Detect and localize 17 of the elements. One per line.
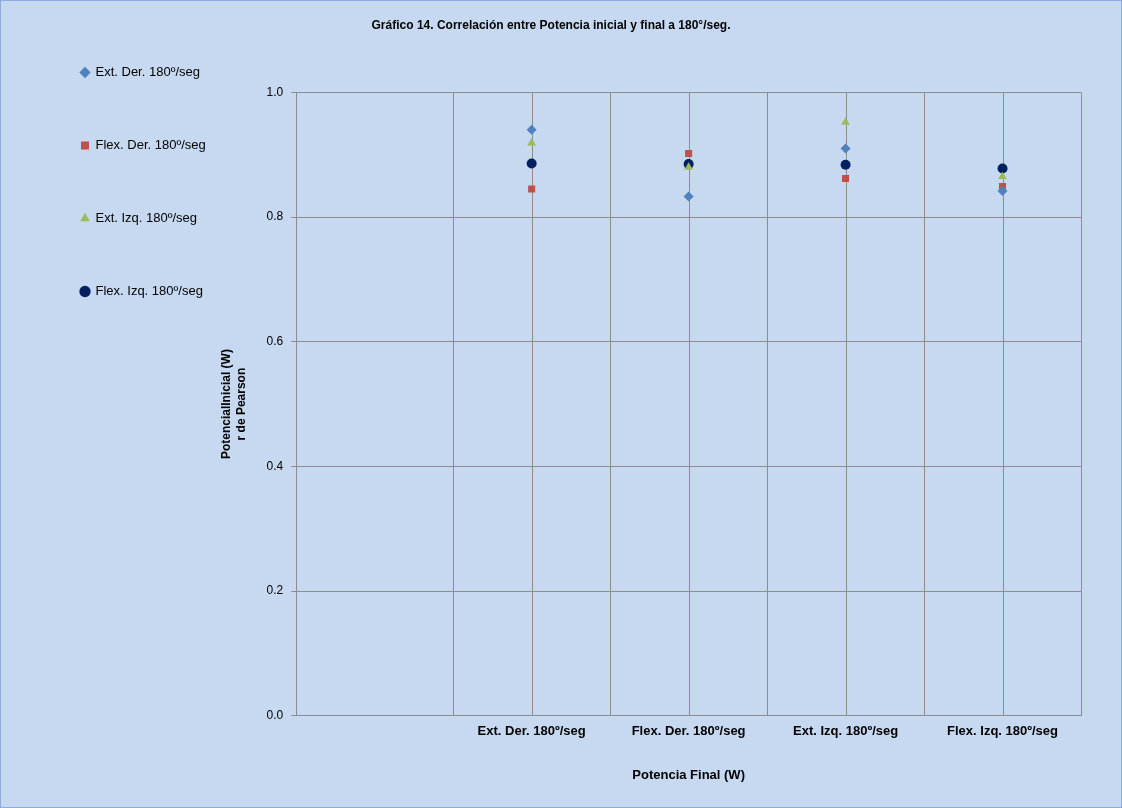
y-tick-label: 0.0	[266, 708, 284, 723]
y-tick-label: 0.2	[266, 583, 284, 598]
chart-title: Gráfico 14. Correlación entre Potencia inicial y final a 180°/seg.	[371, 17, 731, 32]
y-axis-title: PotencialInicial (W) r de Pearson	[219, 349, 248, 460]
legend-label: Flex. Izq. 180º/seg	[95, 283, 203, 299]
y-tick-label: 0.6	[266, 334, 284, 349]
x-tick-label: Ext. Der. 180º/seg	[477, 723, 586, 739]
x-axis-title: Potencia Final (W)	[632, 766, 745, 782]
x-tick-label: Ext. Izq. 180º/seg	[792, 723, 899, 739]
y-tick-label: 0.8	[266, 209, 284, 224]
x-tick-label: Flex. Der. 180º/seg	[631, 723, 746, 739]
legend-label: Ext. Izq. 180º/seg	[95, 210, 198, 226]
y-tick-label: 0.4	[266, 458, 284, 473]
y-tick-label: 1.0	[266, 84, 284, 99]
legend-label: Ext. Der. 180º/seg	[95, 64, 200, 80]
x-tick-label: Flex. Izq. 180º/seg	[947, 723, 1059, 739]
legend-label: Flex. Der. 180º/seg	[95, 137, 206, 153]
